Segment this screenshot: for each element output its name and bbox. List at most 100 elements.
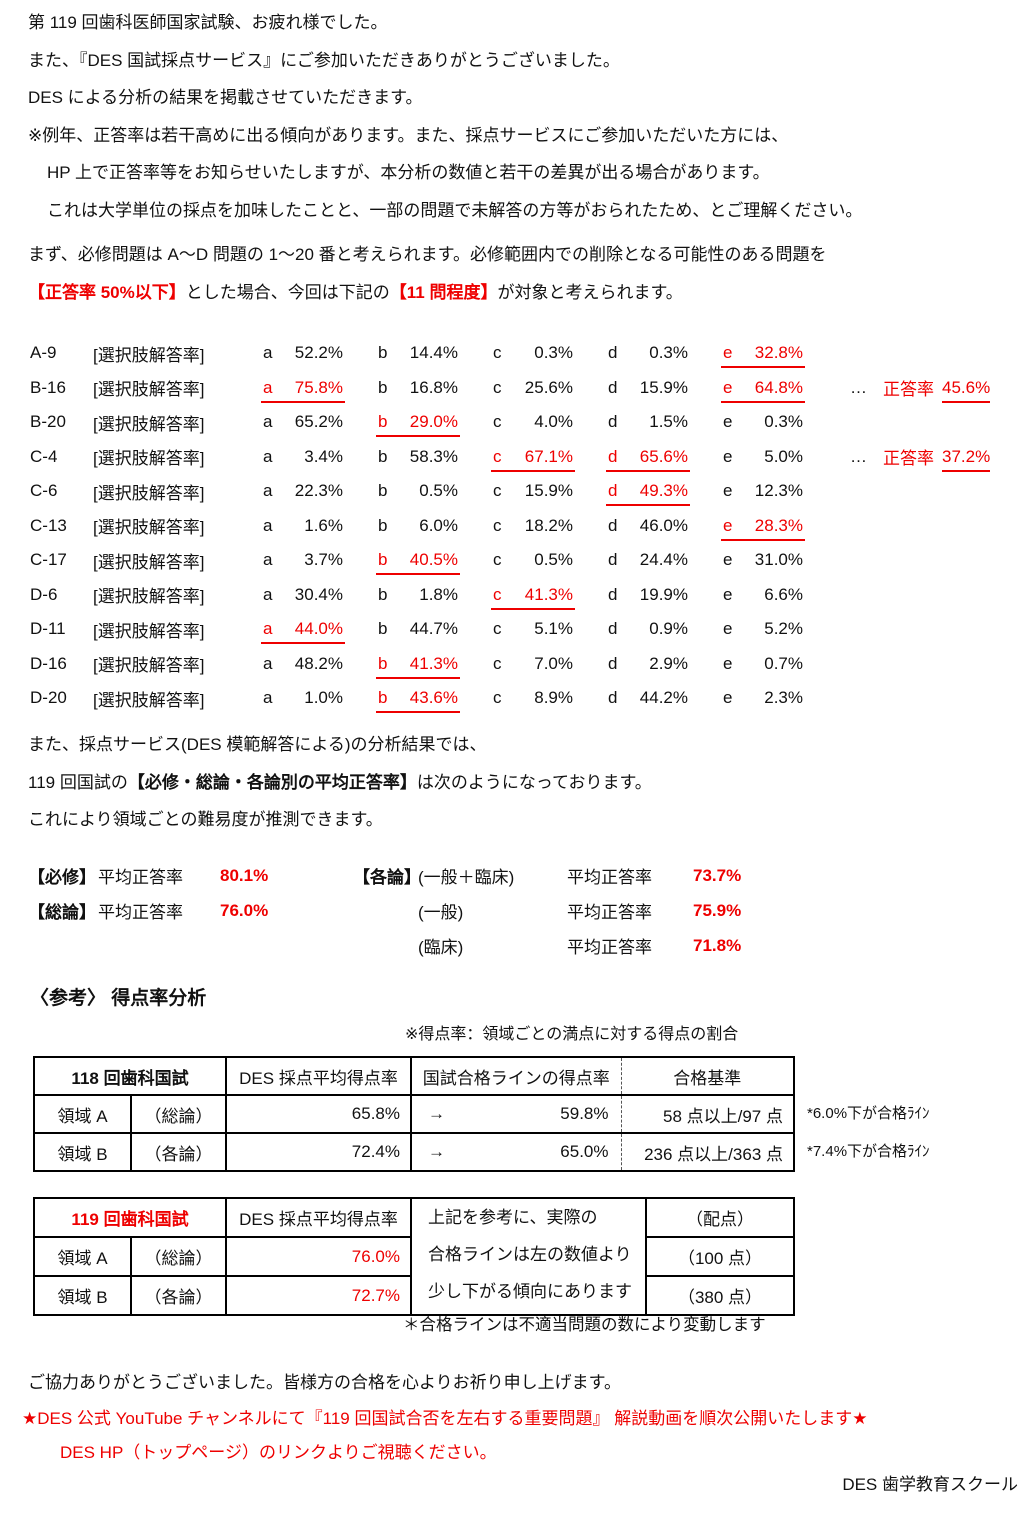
question-row: D-6 [選択肢解答率] a 30.4% b 1.8% c 41.3% d 19.9% e 6.6% bbox=[30, 578, 990, 613]
choice-value: 44.0% bbox=[294, 619, 343, 639]
choice-value: 46.0% bbox=[639, 515, 688, 535]
choice-letter: d bbox=[608, 688, 618, 708]
choice-letter: d bbox=[608, 412, 618, 432]
table-118-title: 118 回歯科国試 bbox=[33, 1056, 227, 1096]
choice-letter: a bbox=[263, 550, 273, 570]
choice-pair: a 65.2% bbox=[263, 412, 343, 432]
choice-value: 16.8% bbox=[409, 377, 458, 397]
choice-letter: e bbox=[723, 412, 733, 432]
table-119-header-row: 119 回歯科国試 DES 採点平均得点率 上記を参考に、実際の 合格ラインは左… bbox=[33, 1197, 795, 1316]
choice-pair: e 31.0% bbox=[723, 550, 803, 570]
choices-label: [選択肢解答率] bbox=[93, 380, 205, 400]
choice-pair: a 22.3% bbox=[263, 481, 343, 501]
rate-note: … 正答率 45.6% bbox=[850, 375, 991, 403]
choice-value: 41.3% bbox=[409, 653, 458, 673]
choice-letter: a bbox=[263, 688, 273, 708]
choice-pair: e 32.8% bbox=[721, 343, 805, 369]
table-119-row-a: 領域 A （総論） 76.0% （100 点） bbox=[33, 1236, 795, 1277]
choice-value: 0.5% bbox=[419, 481, 458, 501]
choices-label: [選択肢解答率] bbox=[93, 656, 205, 676]
choice-letter: a bbox=[263, 515, 273, 535]
passline-cell: → 59.8% bbox=[410, 1094, 622, 1134]
table-119-wrap: 119 回歯科国試 DES 採点平均得点率 上記を参考に、実際の 合格ラインは左… bbox=[33, 1197, 1032, 1316]
choice-pair: a 48.2% bbox=[263, 654, 343, 674]
table-118-wrap: 118 回歯科国試 DES 採点平均得点率 国試合格ラインの得点率 合格基準 領… bbox=[33, 1056, 1032, 1172]
choice-letter: e bbox=[723, 688, 733, 708]
choice-value: 48.2% bbox=[294, 653, 343, 673]
area-cell: 領域 B bbox=[33, 1275, 132, 1316]
average-right-value: 71.8% bbox=[693, 935, 742, 955]
choice-pair: c 0.3% bbox=[493, 343, 573, 363]
merged-line-1: 上記を参考に、実際の bbox=[428, 1208, 598, 1227]
choice-letter: c bbox=[493, 515, 502, 535]
table-119: 119 回歯科国試 DES 採点平均得点率 上記を参考に、実際の 合格ラインは左… bbox=[33, 1197, 795, 1316]
rate-note-label: 正答率 bbox=[883, 380, 934, 400]
avg-cell: 72.7% bbox=[225, 1275, 412, 1316]
table-119-col-avg: DES 採点平均得点率 bbox=[225, 1197, 412, 1238]
arrow-icon: → bbox=[428, 1142, 445, 1161]
choice-pair: d 65.6% bbox=[606, 447, 690, 472]
average-left-value: 76.0% bbox=[220, 900, 269, 920]
question-id: C-6 bbox=[30, 481, 58, 501]
choice-value: 0.3% bbox=[649, 343, 688, 363]
choice-pair: b 0.5% bbox=[378, 481, 458, 501]
scope-cell: （各論） bbox=[130, 1275, 227, 1316]
choice-pair: a 30.4% bbox=[263, 585, 343, 605]
choice-value: 3.4% bbox=[304, 446, 343, 466]
choice-pair: e 12.3% bbox=[723, 481, 803, 501]
choice-value: 28.3% bbox=[754, 515, 803, 535]
choice-letter: e bbox=[723, 343, 733, 363]
question-id: D-11 bbox=[30, 619, 66, 639]
choice-value: 43.6% bbox=[409, 688, 458, 708]
choice-pair: e 5.2% bbox=[723, 619, 803, 639]
choice-letter: d bbox=[608, 653, 618, 673]
choice-pair: c 4.0% bbox=[493, 412, 573, 432]
score-rate-note: ※得点率：領域ごとの満点に対する得点の割合 bbox=[405, 1026, 739, 1043]
choice-pair: d 0.3% bbox=[608, 343, 688, 363]
choice-value: 0.3% bbox=[534, 343, 573, 363]
table-119-row-b: 領域 B （各論） 72.7% （380 点） bbox=[33, 1275, 795, 1316]
choice-pair: c 41.3% bbox=[491, 584, 575, 610]
table-118: 118 回歯科国試 DES 採点平均得点率 国試合格ラインの得点率 合格基準 領… bbox=[33, 1056, 795, 1172]
choice-value: 24.4% bbox=[639, 550, 688, 570]
table-119-col-points: （配点） bbox=[645, 1197, 795, 1238]
choice-value: 1.5% bbox=[649, 412, 688, 432]
footer-thanks: ご協力ありがとうございました。皆様方の合格を心よりお祈り申し上げます。 bbox=[28, 1373, 621, 1392]
average-right-bracket: 【各論】 bbox=[353, 868, 421, 887]
choice-pair: a 75.8% bbox=[261, 377, 345, 403]
choice-pair: c 5.1% bbox=[493, 619, 573, 639]
avg-cell: 72.4% bbox=[225, 1132, 412, 1172]
question-row: C-4 [選択肢解答率] a 3.4% b 58.3% c 67.1% d 65.6% e 5.0% …… bbox=[30, 440, 991, 475]
analysis-line-2: 119 回国試の【必修・総論・各論別の平均正答率】は次のようになっております。 bbox=[28, 764, 652, 802]
choice-letter: c bbox=[493, 584, 502, 604]
choice-pair: b 58.3% bbox=[378, 447, 458, 467]
premise-paragraph: まず、必修問題は A～D 問題の 1～20 番と考えられます。必修範囲内での削除… bbox=[28, 236, 826, 311]
choice-letter: e bbox=[723, 550, 733, 570]
question-row: C-6 [選択肢解答率] a 22.3% b 0.5% c 15.9% d 49.3% e 12.3% bbox=[30, 474, 990, 509]
choice-letter: b bbox=[378, 653, 388, 673]
intro-line-2: また、『DES 国試採点サービス』にご参加いただきありがとうございました。 bbox=[28, 50, 620, 70]
choice-letter: c bbox=[493, 688, 502, 708]
average-right-label: 平均正答率 bbox=[567, 938, 652, 957]
table-118-col-criteria: 合格基準 bbox=[620, 1056, 795, 1096]
choice-letter: c bbox=[493, 619, 502, 639]
area-cell: 領域 B bbox=[33, 1132, 132, 1172]
choice-pair: b 14.4% bbox=[378, 343, 458, 363]
question-id: C-17 bbox=[30, 550, 67, 570]
area-cell: 領域 A bbox=[33, 1236, 132, 1277]
choice-value: 41.3% bbox=[524, 584, 573, 604]
choice-value: 58.3% bbox=[409, 446, 458, 466]
choices-label: [選択肢解答率] bbox=[93, 483, 205, 503]
choice-pair: d 49.3% bbox=[606, 481, 690, 507]
choice-letter: a bbox=[263, 377, 273, 397]
choice-value: 2.3% bbox=[764, 688, 803, 708]
choice-value: 5.1% bbox=[534, 619, 573, 639]
analysis-line2-post: は次のようになっております。 bbox=[416, 772, 652, 792]
area-cell: 領域 A bbox=[33, 1094, 132, 1134]
question-id: D-20 bbox=[30, 688, 67, 708]
choice-value: 6.6% bbox=[764, 584, 803, 604]
choice-pair: b 29.0% bbox=[376, 412, 460, 438]
average-right-value: 73.7% bbox=[693, 865, 742, 885]
choice-value: 30.4% bbox=[294, 584, 343, 604]
choice-value: 22.3% bbox=[294, 481, 343, 501]
